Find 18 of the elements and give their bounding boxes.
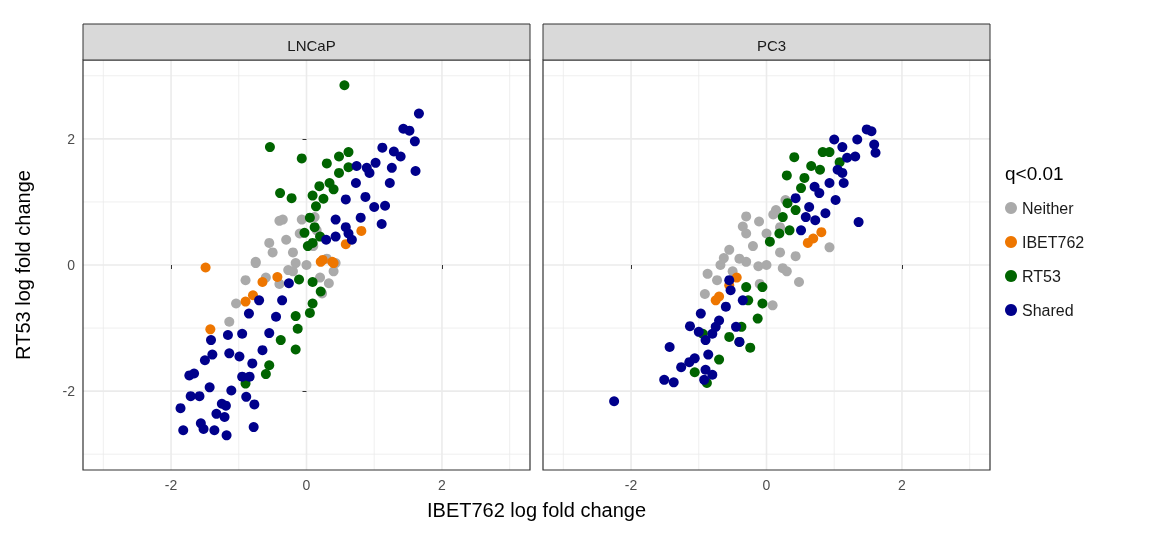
legend-title: q<0.01 bbox=[1005, 162, 1064, 184]
chart-title: PC3 bbox=[756, 37, 787, 54]
legend-label: Neither bbox=[1022, 199, 1075, 217]
y-tick-label: 2 bbox=[67, 130, 76, 147]
y-tick-label: 0 bbox=[67, 257, 76, 273]
chart-title: LNCaP bbox=[287, 37, 336, 54]
y-tick-label: -2 bbox=[62, 383, 76, 400]
x-tick-label: 2 bbox=[438, 477, 447, 493]
x-tick-label: -2 bbox=[624, 477, 638, 493]
y-axis-title: RT53 log fold change bbox=[12, 170, 34, 360]
legend-label: IBET762 bbox=[1022, 233, 1085, 251]
x-tick-label: 2 bbox=[898, 477, 907, 493]
legend-label: Shared bbox=[1022, 301, 1074, 319]
x-tick-label: 0 bbox=[302, 477, 311, 493]
x-tick-label: -2 bbox=[164, 477, 178, 493]
x-tick-label: 0 bbox=[762, 477, 771, 493]
legend-label: RT53 bbox=[1022, 267, 1061, 285]
x-axis-title: IBET762 log fold change bbox=[426, 499, 647, 521]
